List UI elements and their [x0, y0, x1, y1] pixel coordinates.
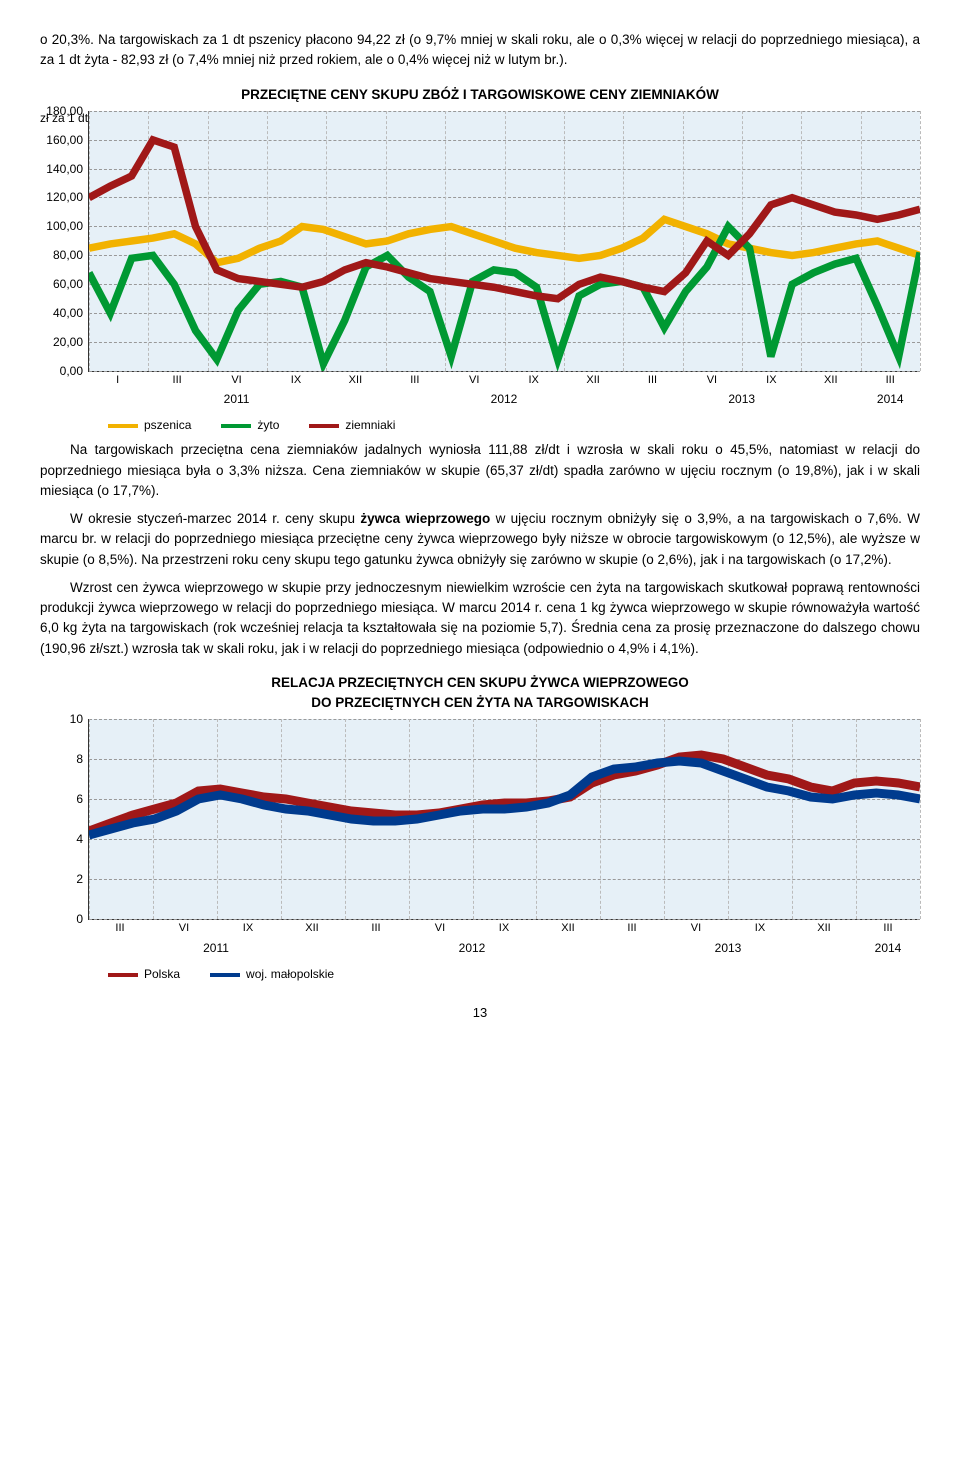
- legend-ziemniaki-label: ziemniaki: [345, 418, 395, 432]
- legend-woj: woj. małopolskie: [210, 965, 334, 983]
- legend-zyto-label: żyto: [257, 418, 279, 432]
- paragraph-3: Wzrost cen żywca wieprzowego w skupie pr…: [40, 578, 920, 659]
- legend-zyto: żyto: [221, 416, 279, 434]
- chart1-xlabels: IIIIVIIXXIIIIIVIIXXIIIIIVIIXXIIIII: [88, 372, 920, 389]
- legend-pszenica: pszenica: [108, 416, 191, 434]
- chart1-xgroups: 2011201220132014: [88, 390, 920, 408]
- chart2-title: RELACJA PRZECIĘTNYCH CEN SKUPU ŻYWCA WIE…: [40, 673, 920, 714]
- intro-paragraph: o 20,3%. Na targowiskach za 1 dt pszenic…: [40, 30, 920, 71]
- chart2-xlabels: IIIVIIXXIIIIIVIIXXIIIIIVIIXXIIIII: [88, 920, 920, 937]
- chart2-wrap: 0246810 IIIVIIXXIIIIIVIIXXIIIIIVIIXXIIII…: [40, 719, 920, 983]
- legend-polska: Polska: [108, 965, 180, 983]
- paragraph-1: Na targowiskach przeciętna cena ziemniak…: [40, 440, 920, 501]
- legend-ziemniaki: ziemniaki: [309, 416, 395, 434]
- paragraph-2: W okresie styczeń-marzec 2014 r. ceny sk…: [40, 509, 920, 570]
- chart2-legend: Polska woj. małopolskie: [108, 965, 920, 983]
- legend-polska-label: Polska: [144, 967, 180, 981]
- legend-woj-label: woj. małopolskie: [246, 967, 334, 981]
- chart1-plot: 0,0020,0040,0060,0080,00100,00120,00140,…: [88, 111, 920, 372]
- chart2-title-l1: RELACJA PRZECIĘTNYCH CEN SKUPU ŻYWCA WIE…: [271, 675, 689, 690]
- page-number: 13: [40, 1003, 920, 1023]
- chart1-title: PRZECIĘTNE CENY SKUPU ZBÓŻ I TARGOWISKOW…: [40, 85, 920, 105]
- chart2-title-l2: DO PRZECIĘTNYCH CEN ŻYTA NA TARGOWISKACH: [311, 695, 649, 710]
- chart1-legend: pszenica żyto ziemniaki: [108, 416, 920, 434]
- chart1-wrap: zł za 1 dt 0,0020,0040,0060,0080,00100,0…: [40, 111, 920, 435]
- chart2-plot: 0246810: [88, 719, 920, 920]
- legend-pszenica-label: pszenica: [144, 418, 191, 432]
- chart2-xgroups: 2011201220132014: [88, 939, 920, 957]
